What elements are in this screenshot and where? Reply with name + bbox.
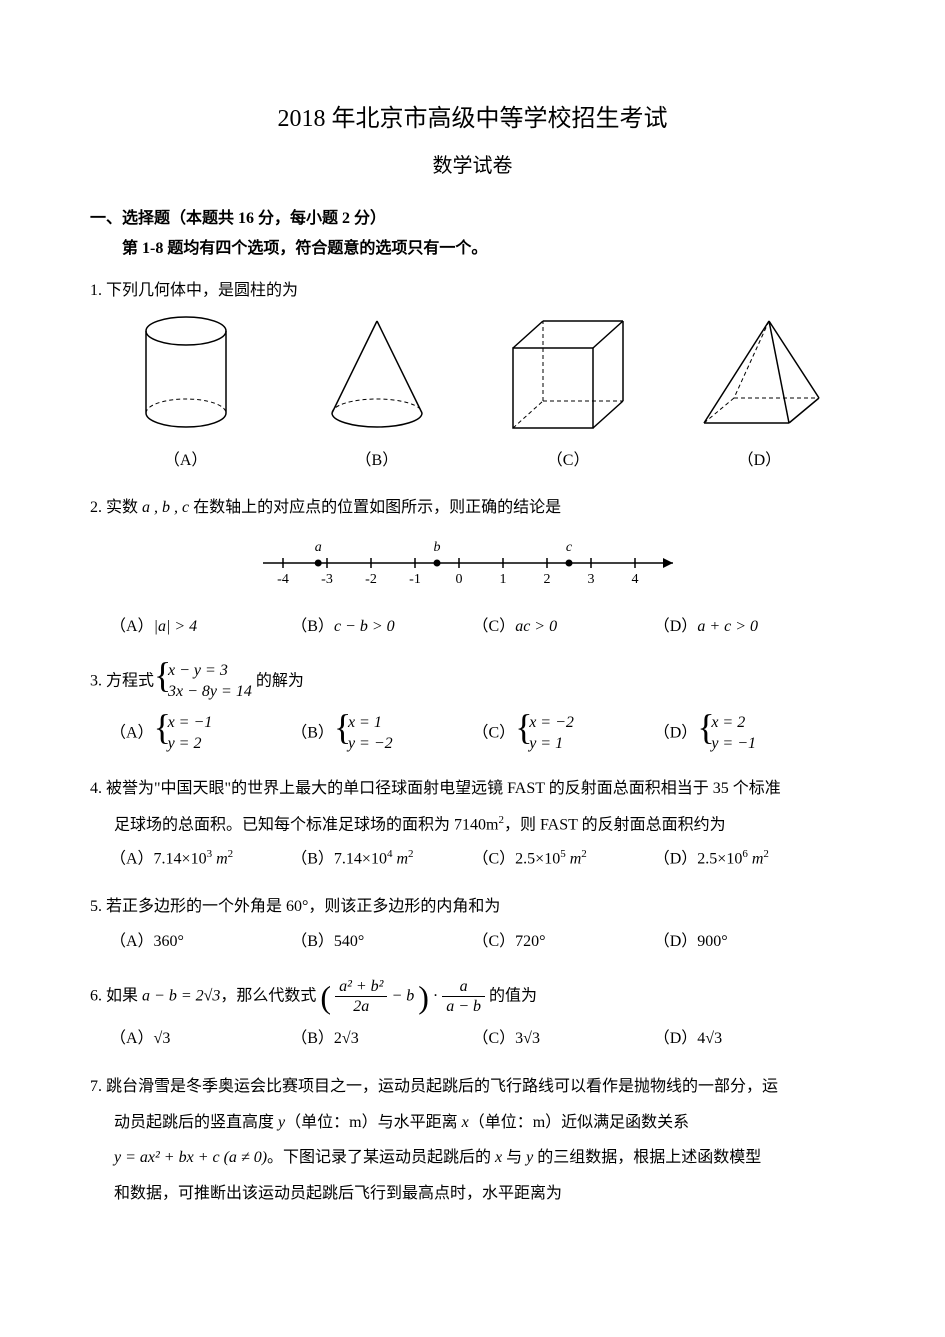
q3-system: x − y = 3 3x − 8y = 14 bbox=[158, 661, 252, 703]
q4-opt-c: （C）2.5×105 m2 bbox=[473, 846, 654, 872]
svg-text:-2: -2 bbox=[365, 572, 377, 587]
q6-stem-pre: 如果 bbox=[106, 987, 142, 1004]
q6-stem-mid: ，那么代数式 bbox=[220, 987, 320, 1004]
question-6: 6. 如果 a − b = 2√3，那么代数式 ( a² + b²2a − b … bbox=[90, 977, 855, 1052]
q2-opt-d: （D）a + c > 0 bbox=[654, 614, 835, 640]
q6-opt-b: （B）2√3 bbox=[291, 1026, 472, 1052]
q7-line2-post: （单位：m）近似满足函数关系 bbox=[469, 1114, 689, 1131]
svg-text:2: 2 bbox=[543, 572, 550, 587]
q3-opt-b: （B） x = 1y = −2 bbox=[291, 713, 472, 755]
q6-stem-post: 的值为 bbox=[489, 987, 537, 1004]
q6-frac1: a² + b²2a bbox=[335, 977, 387, 1016]
q4-line1: 被誉为"中国天眼"的世界上最大的单口径球面射电望远镜 FAST 的反射面总面积相… bbox=[106, 780, 781, 797]
svg-text:b: b bbox=[433, 540, 440, 555]
question-4: 4. 被誉为"中国天眼"的世界上最大的单口径球面射电望远镜 FAST 的反射面总… bbox=[90, 776, 855, 871]
q2-opt-a: （A）|a| > 4 bbox=[110, 614, 291, 640]
section-subheading: 第 1-8 题均有四个选项，符合题意的选项只有一个。 bbox=[90, 236, 855, 262]
svg-text:3: 3 bbox=[587, 572, 594, 587]
svg-text:-1: -1 bbox=[409, 572, 421, 587]
svg-text:-3: -3 bbox=[321, 572, 333, 587]
q7-equation: y = ax² + bx + c (a ≠ 0) bbox=[114, 1149, 267, 1166]
cylinder-icon bbox=[131, 313, 241, 433]
section-heading: 一、选择题（本题共 16 分，每小题 2 分） bbox=[90, 206, 855, 232]
question-3: 3. 方程式 x − y = 3 3x − 8y = 14 的解为 （A） x … bbox=[90, 661, 855, 754]
q4-opt-b: （B）7.14×104 m2 bbox=[291, 846, 472, 872]
q7-number: 7. bbox=[90, 1078, 102, 1095]
q4-number: 4. bbox=[90, 780, 102, 797]
question-2: 2. 实数 a , b , c 在数轴上的对应点的位置如图所示，则正确的结论是 … bbox=[90, 495, 855, 639]
q6-opt-a: （A）√3 bbox=[110, 1026, 291, 1052]
q6-number: 6. bbox=[90, 987, 102, 1004]
q2-opt-b: （B）c − b > 0 bbox=[291, 614, 472, 640]
q2-opt-c: （C）ac > 0 bbox=[473, 614, 654, 640]
q1-stem: 下列几何体中，是圆柱的为 bbox=[106, 282, 298, 299]
q4-line2-pre: 足球场的总面积。已知每个标准足球场的面积为 7140m bbox=[114, 816, 498, 833]
q7-line3-end: 的三组数据，根据上述函数模型 bbox=[533, 1149, 761, 1166]
question-7: 7. 跳台滑雪是冬季奥运会比赛项目之一，运动员起跳后的飞行路线可以看作是抛物线的… bbox=[90, 1074, 855, 1206]
q4-opt-d: （D）2.5×106 m2 bbox=[654, 846, 835, 872]
q5-opt-a: （A）360° bbox=[110, 929, 291, 955]
q4-opt-a: （A）7.14×103 m2 bbox=[110, 846, 291, 872]
cone-icon bbox=[317, 313, 437, 433]
pyramid-icon bbox=[694, 313, 824, 433]
q2-stem-post: 在数轴上的对应点的位置如图所示，则正确的结论是 bbox=[189, 499, 561, 516]
q3-opt-d: （D） x = 2y = −1 bbox=[654, 713, 835, 755]
q2-vars: a , b , c bbox=[142, 499, 189, 516]
q7-line4: 和数据，可推断出该运动员起跳后飞行到最高点时，水平距离为 bbox=[114, 1185, 562, 1202]
question-1: 1. 下列几何体中，是圆柱的为 （A） （B） bbox=[90, 278, 855, 474]
svg-text:a: a bbox=[314, 540, 321, 555]
exam-title: 2018 年北京市高级中等学校招生考试 bbox=[90, 100, 855, 138]
numberline-diagram: -4 -3 -2 -1 0 1 2 3 4 a b c bbox=[253, 533, 693, 593]
q1-label-c: （C） bbox=[473, 448, 664, 474]
q6-frac2: aa − b bbox=[442, 977, 485, 1016]
q7-line1: 跳台滑雪是冬季奥运会比赛项目之一，运动员起跳后的飞行路线可以看作是抛物线的一部分… bbox=[106, 1078, 778, 1095]
q6-opt-c: （C）3√3 bbox=[473, 1026, 654, 1052]
q6-minus-b: − b bbox=[391, 987, 414, 1004]
q2-number: 2. bbox=[90, 499, 102, 516]
svg-text:-4: -4 bbox=[277, 572, 289, 587]
q2-stem-pre: 实数 bbox=[106, 499, 142, 516]
q1-label-d: （D） bbox=[664, 448, 855, 474]
q1-shapes: （A） （B） （C） bbox=[90, 313, 855, 473]
q3-stem-pre: 方程式 bbox=[106, 673, 158, 690]
exam-subtitle: 数学试卷 bbox=[90, 150, 855, 182]
q3-opt-a: （A） x = −1y = 2 bbox=[110, 713, 291, 755]
q5-opt-d: （D）900° bbox=[654, 929, 835, 955]
q5-opt-c: （C）720° bbox=[473, 929, 654, 955]
q1-label-a: （A） bbox=[90, 448, 281, 474]
q7-line2-mid: （单位：m）与水平距离 bbox=[285, 1114, 461, 1131]
q3-stem-post: 的解为 bbox=[256, 673, 304, 690]
q5-stem: 若正多边形的一个外角是 60°，则该正多边形的内角和为 bbox=[106, 898, 500, 915]
q6-dot: · bbox=[433, 987, 442, 1004]
q3-opt-c: （C） x = −2y = 1 bbox=[473, 713, 654, 755]
svg-text:1: 1 bbox=[499, 572, 506, 587]
q4-line2-post: ，则 FAST 的反射面总面积约为 bbox=[504, 816, 726, 833]
q1-number: 1. bbox=[90, 282, 102, 299]
q7-line3-post: 。下图记录了某运动员起跳后的 bbox=[267, 1149, 495, 1166]
q1-label-b: （B） bbox=[281, 448, 472, 474]
q6-opt-d: （D）4√3 bbox=[654, 1026, 835, 1052]
svg-text:c: c bbox=[565, 540, 572, 555]
svg-text:0: 0 bbox=[455, 572, 462, 587]
q3-number: 3. bbox=[90, 673, 102, 690]
cube-icon bbox=[503, 313, 633, 433]
svg-text:4: 4 bbox=[631, 572, 638, 587]
q5-number: 5. bbox=[90, 898, 102, 915]
q5-opt-b: （B）540° bbox=[291, 929, 472, 955]
q7-line2-pre: 动员起跳后的竖直高度 bbox=[114, 1114, 278, 1131]
question-5: 5. 若正多边形的一个外角是 60°，则该正多边形的内角和为 （A）360° （… bbox=[90, 894, 855, 955]
q6-cond: a − b = 2√3 bbox=[142, 987, 220, 1004]
